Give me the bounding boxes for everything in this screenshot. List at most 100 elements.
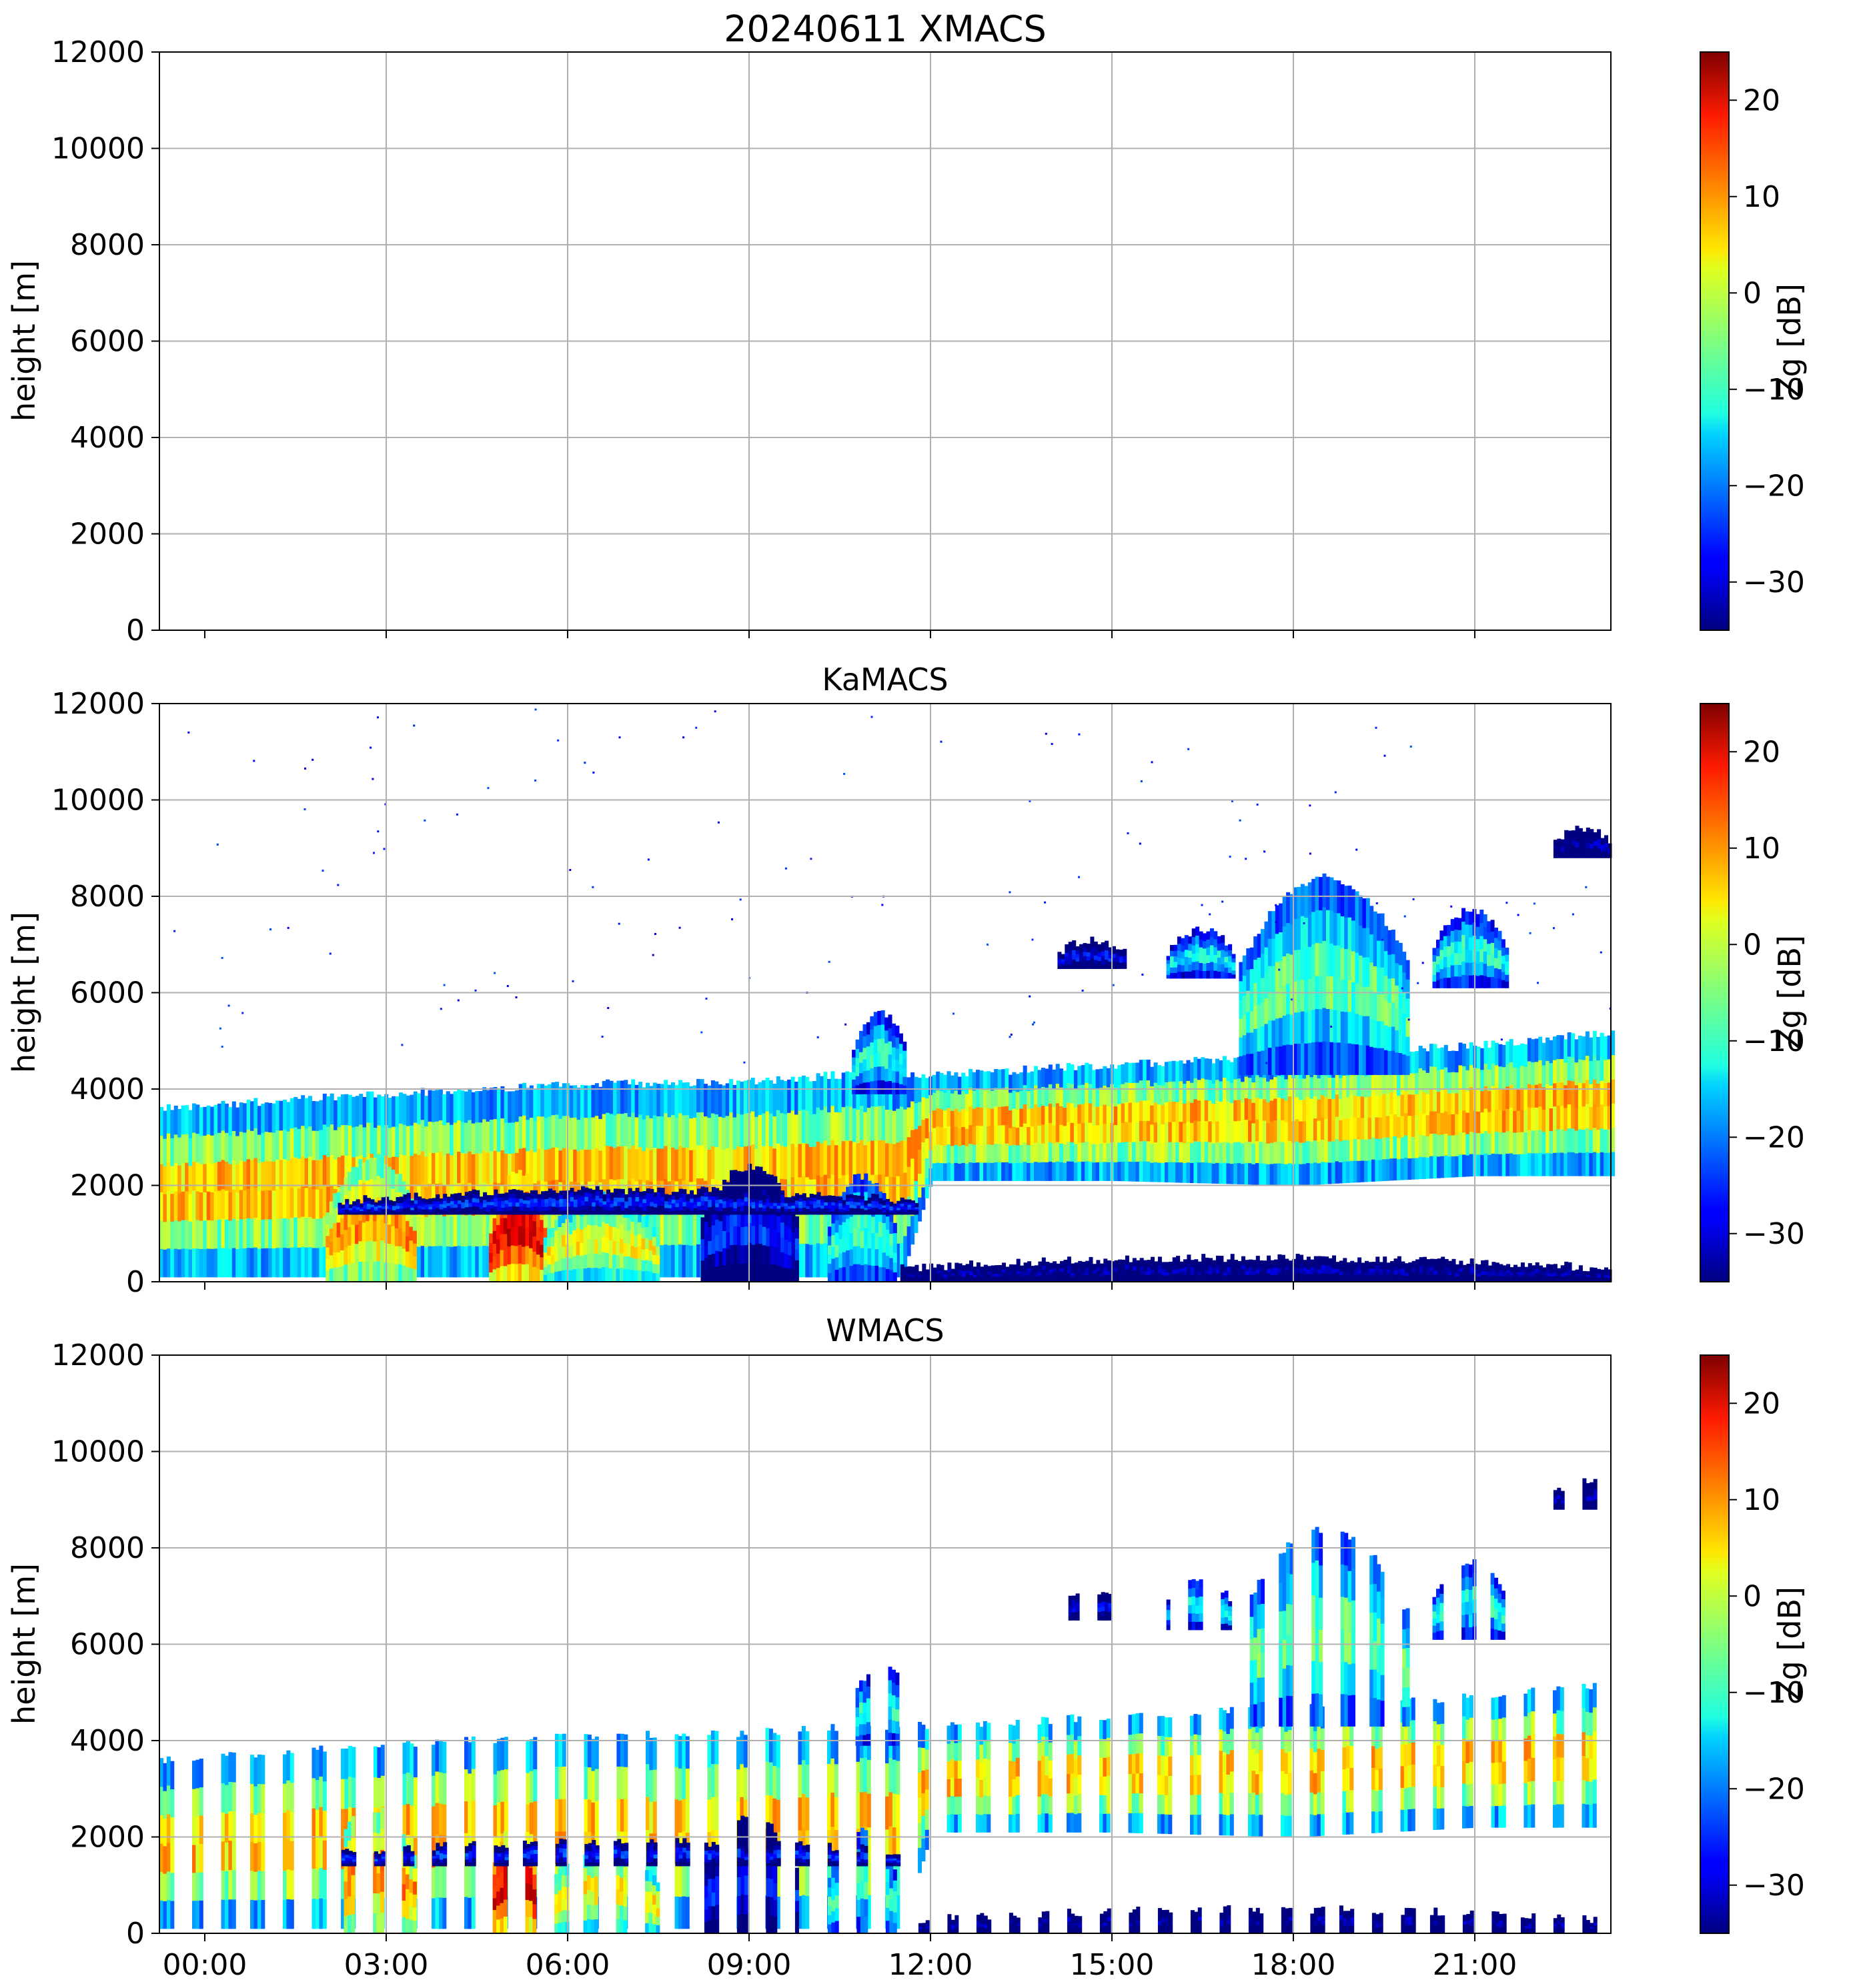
kamacs-boundary-layer-cloud-cell [1015, 1074, 1020, 1092]
kamacs-melting-layer-band-cell [882, 1204, 886, 1208]
kamacs-boundary-layer-cloud-cell [1255, 1097, 1259, 1120]
kamacs-boundary-layer-cloud-cell [1531, 1107, 1535, 1131]
kamacs-boundary-layer-cloud-cell [1596, 1129, 1601, 1153]
kamacs-rain-shaft-cell [507, 1174, 512, 1193]
kamacs-boundary-layer-cloud-cell [1422, 1070, 1427, 1092]
kamacs-boundary-layer-cloud-cell [1001, 1069, 1006, 1088]
kamacs-boundary-layer-cloud-cell [558, 1118, 563, 1151]
kamacs-rain-shaft-cell [518, 1207, 522, 1226]
kamacs-rain-shaft-cell [522, 1264, 526, 1282]
kamacs-boundary-layer-cloud-cell [1125, 1082, 1129, 1102]
kamacs-melting-layer-band-cell [356, 1199, 360, 1202]
kamacs-boundary-layer-cloud-cell [983, 1090, 987, 1108]
kamacs-anvil-cloud-cell [1319, 1008, 1323, 1042]
kamacs-rain-shaft-cell [333, 1266, 338, 1282]
kamacs-convective-tower-cell [895, 1048, 900, 1060]
kamacs-boundary-layer-cloud-cell [283, 1188, 287, 1218]
kamacs-boundary-layer-cloud-cell [312, 1247, 316, 1278]
kamacs-boundary-layer-cloud-cell [722, 1085, 726, 1118]
kamacs-rain-shaft-cell [656, 1264, 660, 1274]
kamacs-cirrus-patch-cell [1112, 950, 1116, 954]
kamacs-boundary-layer-cloud-cell [1175, 1061, 1180, 1082]
kamacs-melting-layer-band-cell [820, 1211, 824, 1215]
kamacs-boundary-layer-cloud-cell [1081, 1065, 1085, 1085]
kamacs-boundary-layer-cloud-cell [1443, 1067, 1448, 1090]
kamacs-boundary-layer-cloud-cell [979, 1088, 984, 1108]
kamacs-rain-shaft-cell [326, 1258, 330, 1271]
kamacs-anvil-cloud-cell [1347, 917, 1352, 949]
kamacs-rain-shaft-cell [656, 1254, 660, 1264]
kamacs-boundary-layer-cloud-cell [359, 1124, 364, 1156]
kamacs-rain-shaft-cell [722, 1180, 727, 1198]
kamacs-boundary-layer-cloud-cell [1009, 1074, 1013, 1093]
kamacs-boundary-layer-cloud-cell [1143, 1059, 1147, 1080]
kamacs-melting-layer-band-cell [425, 1201, 429, 1205]
kamacs-anvil-cloud-cell [1337, 1010, 1341, 1043]
kamacs-boundary-layer-cloud-cell [848, 1140, 853, 1175]
kamacs-boundary-layer-cloud-cell [261, 1248, 265, 1278]
kamacs-boundary-layer-cloud-cell [1400, 1136, 1405, 1159]
kamacs-boundary-layer-cloud-cell [1313, 1162, 1317, 1185]
kamacs-anvil-cloud-cell [1358, 895, 1363, 926]
kamacs-boundary-layer-cloud-cell [1418, 1068, 1423, 1091]
kamacs-melting-layer-band-cell [867, 1211, 872, 1215]
kamacs-boundary-layer-cloud-cell [1345, 1118, 1350, 1140]
kamacs-boundary-layer-cloud-cell [689, 1213, 694, 1246]
kamacs-melting-layer-band-cell [635, 1210, 640, 1215]
kamacs-rain-shaft-cell [362, 1242, 366, 1262]
kamacs-boundary-layer-cloud-cell [1483, 1040, 1488, 1064]
kamacs-boundary-layer-cloud-cell [587, 1085, 592, 1118]
kamacs-boundary-layer-cloud-cell [1353, 1117, 1357, 1140]
kamacs-boundary-layer-cloud-cell [924, 1118, 929, 1138]
kamacs-boundary-layer-cloud-cell [1596, 1036, 1601, 1061]
kamacs-cirrus-patch-cell [1505, 981, 1509, 988]
kamacs-boundary-layer-cloud-cell [729, 1079, 734, 1113]
kamacs-boundary-layer-cloud-cell [264, 1248, 269, 1278]
kamacs-boundary-layer-cloud-cell [1440, 1134, 1445, 1156]
kamacs-rain-shaft-cell [852, 1174, 857, 1193]
kamacs-melting-layer-band-cell [686, 1204, 690, 1208]
kamacs-high-cirrus-cell [1564, 834, 1569, 840]
kamacs-cirrus-patch-cell [1461, 908, 1466, 922]
kamacs-melting-layer-band-cell [450, 1210, 455, 1215]
kamacs-boundary-layer-cloud-cell [1088, 1161, 1093, 1181]
kamacs-boundary-layer-cloud-cell [656, 1084, 661, 1116]
kamacs-melting-layer-band-cell [530, 1194, 534, 1199]
kamacs-boundary-layer-cloud-cell [620, 1080, 624, 1114]
kamacs-boundary-layer-cloud-cell [453, 1153, 458, 1185]
kamacs-boundary-layer-cloud-cell [264, 1218, 269, 1248]
kamacs-boundary-layer-cloud-cell [1451, 1114, 1455, 1136]
kamacs-cirrus-patch-cell [1188, 943, 1193, 951]
kamacs-cirrus-patch-cell [1468, 950, 1473, 963]
kamacs-melting-layer-band-cell [639, 1191, 643, 1196]
kamacs-boundary-layer-cloud-cell [1023, 1065, 1027, 1086]
kamacs-boundary-layer-cloud-cell [1085, 1082, 1089, 1103]
kamacs-cirrus-patch-cell [1231, 970, 1236, 975]
kamacs-melting-layer-band-cell [432, 1203, 436, 1207]
kamacs-boundary-layer-cloud-cell [1353, 1160, 1357, 1183]
kamacs-boundary-layer-cloud-cell [380, 1126, 385, 1157]
kamacs-melting-layer-band-cell [794, 1207, 799, 1212]
kamacs-boundary-layer-cloud-cell [1378, 1074, 1383, 1096]
kamacs-anvil-cloud-cell [1242, 975, 1247, 996]
kamacs-boundary-layer-cloud-cell [634, 1148, 639, 1182]
kamacs-convective-tower-cell [852, 1086, 856, 1094]
kamacs-boundary-layer-cloud-cell [692, 1117, 697, 1150]
kamacs-boundary-layer-cloud-cell [1541, 1064, 1546, 1088]
kamacs-melting-layer-band-cell [519, 1198, 524, 1203]
kamacs-boundary-layer-cloud-cell [1229, 1062, 1234, 1083]
kamacs-boundary-layer-cloud-cell [892, 1177, 896, 1211]
kamacs-melting-layer-band-cell [635, 1188, 640, 1193]
kamacs-boundary-layer-cloud-cell [231, 1160, 236, 1190]
kamacs-boundary-layer-cloud-cell [435, 1214, 440, 1246]
kamacs-rain-shaft-cell [827, 1244, 832, 1255]
kamacs-boundary-layer-cloud-cell [271, 1132, 276, 1162]
kamacs-boundary-layer-cloud-cell [203, 1163, 207, 1192]
kamacs-melting-layer-band-cell [592, 1206, 596, 1211]
kamacs-melting-layer-band-cell [479, 1196, 484, 1200]
kamacs-rain-shaft-cell [656, 1272, 660, 1282]
kamacs-melting-layer-band-cell [341, 1206, 346, 1208]
kamacs-rain-shaft-cell [326, 1235, 330, 1248]
kamacs-ground-clutter-cell [907, 1279, 912, 1282]
kamacs-boundary-layer-cloud-cell [1411, 1052, 1415, 1074]
